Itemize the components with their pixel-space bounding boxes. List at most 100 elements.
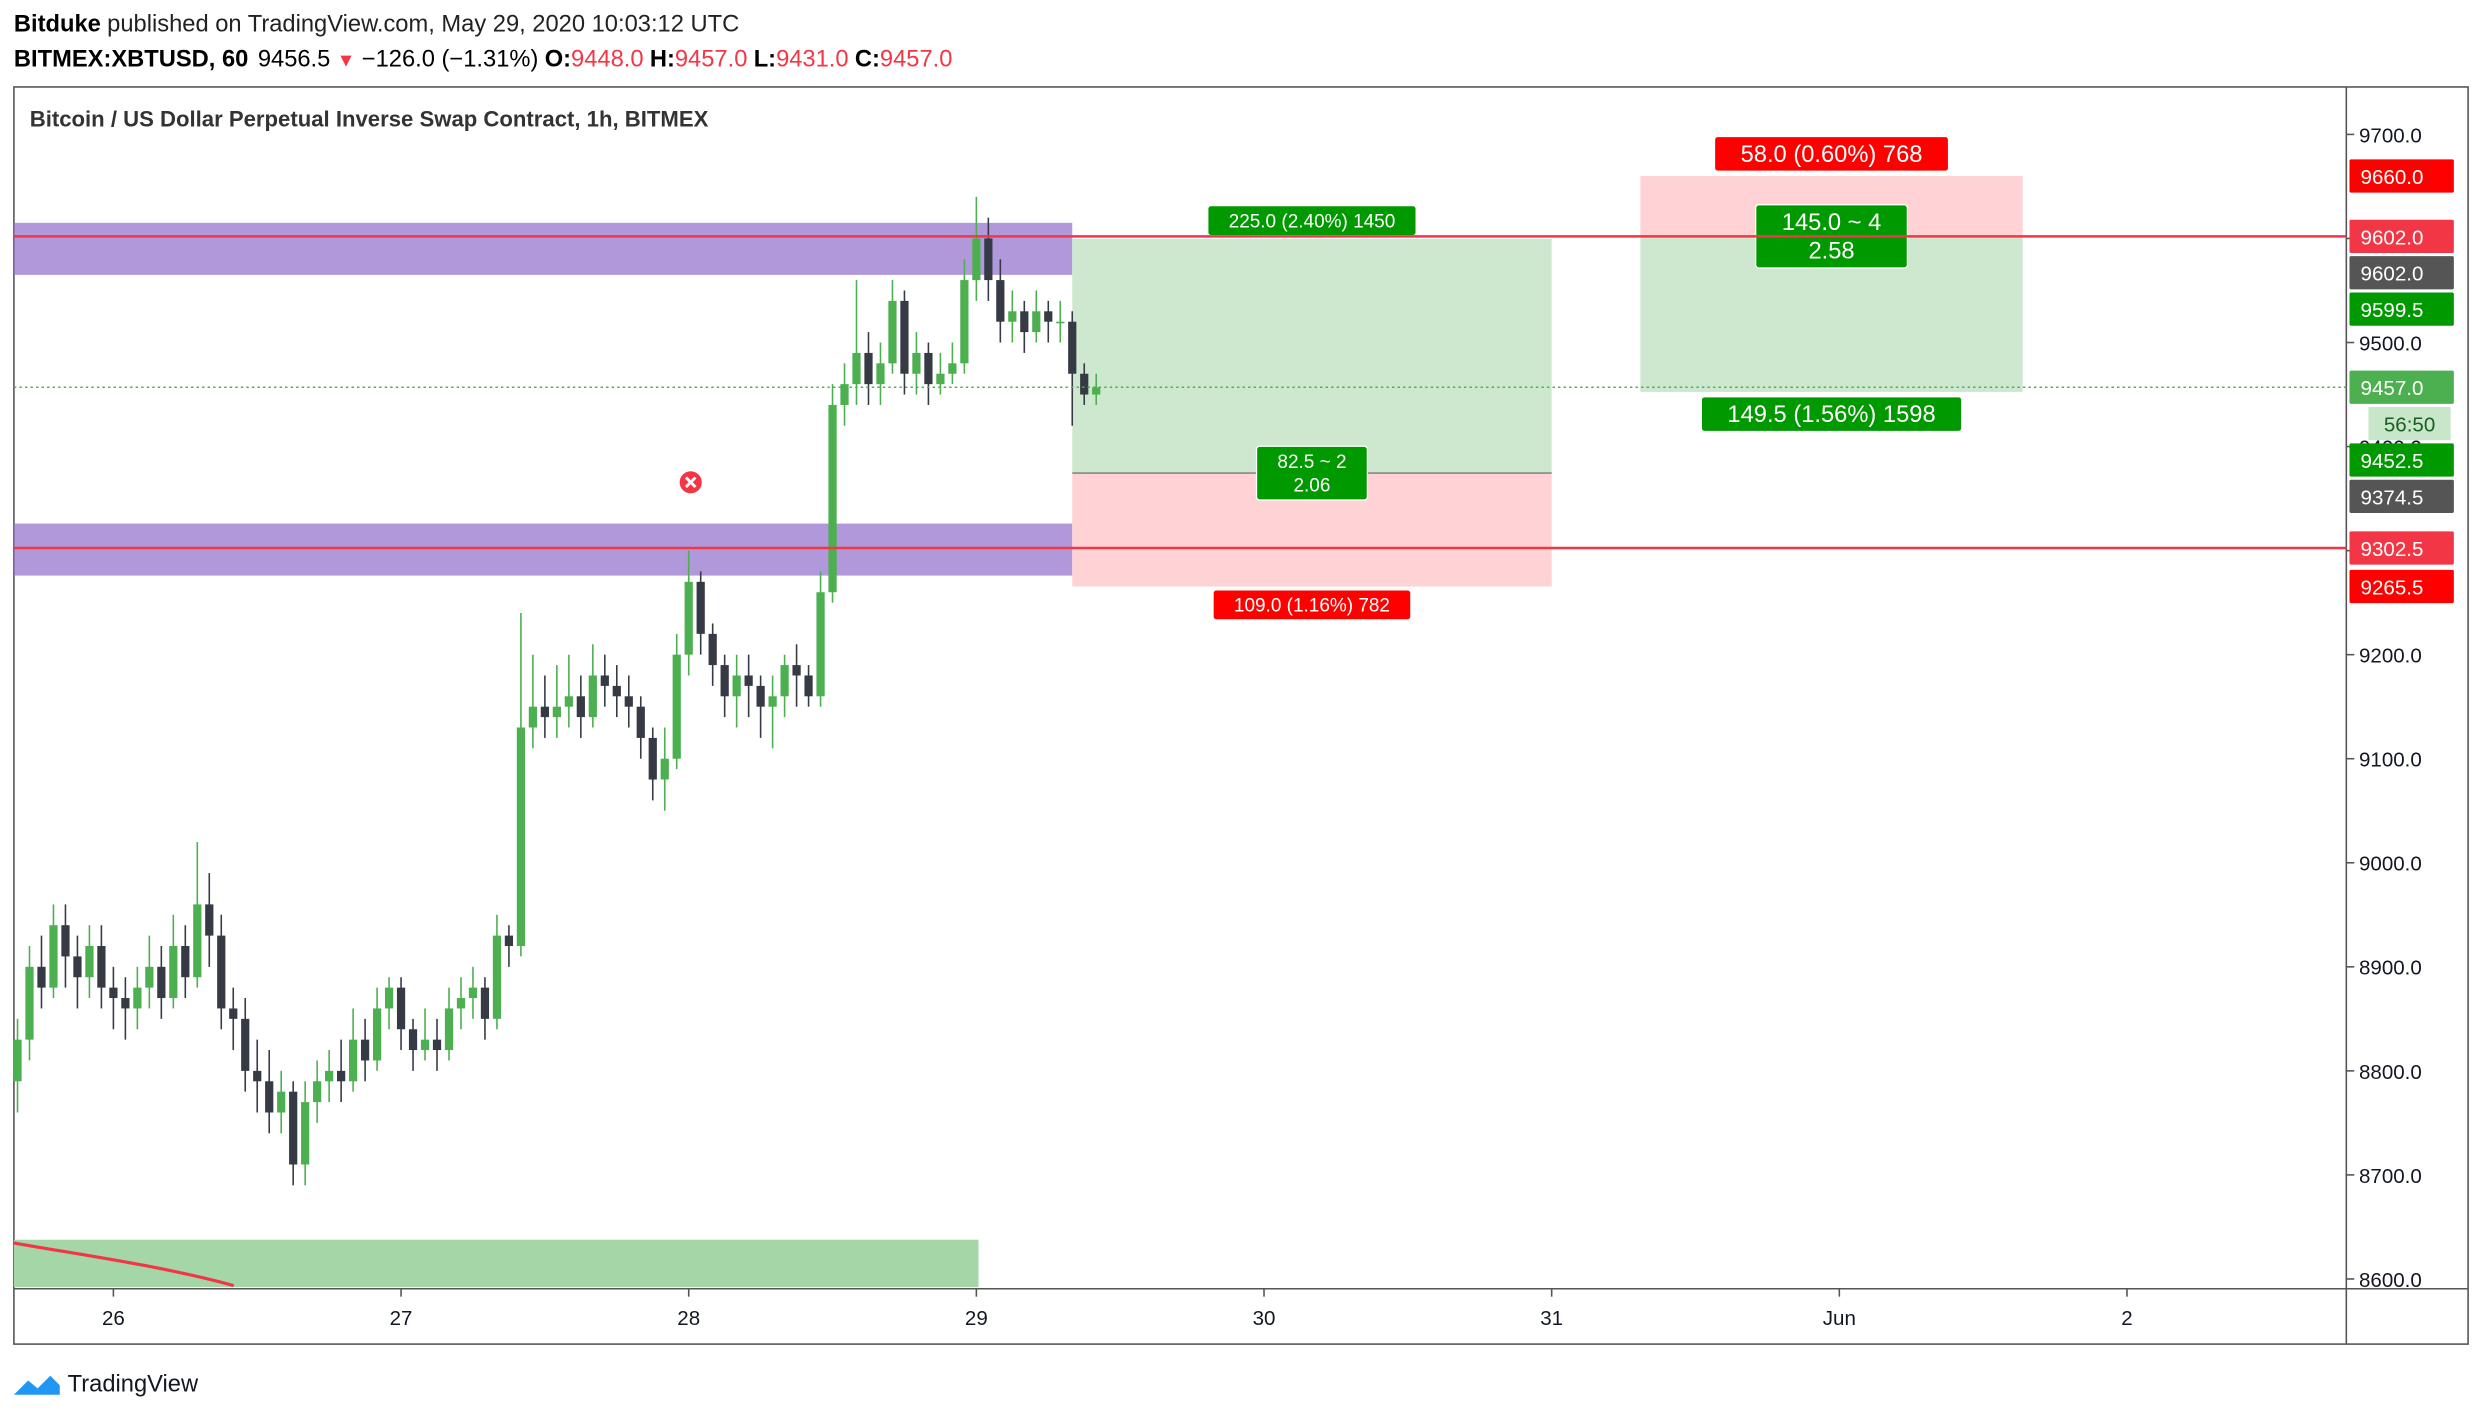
- chart-title: Bitcoin / US Dollar Perpetual Inverse Sw…: [30, 107, 709, 132]
- candle-body: [289, 1091, 298, 1165]
- ohlc-value: 9457.0: [880, 46, 952, 72]
- alert-icon[interactable]: [679, 471, 702, 494]
- price-label: 9265.5: [2361, 576, 2424, 599]
- candle-body: [828, 404, 837, 593]
- candle-body: [97, 946, 106, 988]
- candle-body: [768, 696, 777, 707]
- position-label: 225.0 (2.40%) 1450: [1207, 204, 1417, 237]
- candle-body: [1008, 311, 1017, 322]
- candle-body: [912, 352, 921, 374]
- candles: [13, 196, 1101, 1186]
- candle-body: [181, 946, 190, 978]
- candle-body: [972, 238, 981, 281]
- label-text: 109.0 (1.16%) 782: [1234, 596, 1390, 617]
- label-text: 82.5 ~ 2: [1277, 452, 1346, 473]
- candle-body: [840, 384, 849, 405]
- candle-body: [253, 1070, 262, 1082]
- candle-body: [169, 946, 178, 999]
- candle-body: [720, 665, 729, 697]
- candle-body: [1032, 311, 1041, 333]
- label-box: [1713, 135, 1950, 172]
- candle-body: [504, 935, 514, 947]
- drawings: [13, 176, 2023, 587]
- profit-zone: [1072, 238, 1552, 474]
- candle-body: [672, 654, 681, 759]
- x-tick-label: 27: [390, 1307, 413, 1330]
- candle-body: [624, 696, 633, 707]
- candle-body: [612, 685, 621, 697]
- position-label: 109.0 (1.16%) 782: [1212, 589, 1412, 621]
- countdown-box: [2368, 407, 2451, 441]
- candle-body: [648, 737, 657, 780]
- candle-body: [804, 675, 813, 697]
- candle-body: [636, 706, 645, 738]
- candle-body: [121, 998, 130, 1009]
- candle-body: [492, 935, 502, 1019]
- countdown: 56:50: [2384, 414, 2435, 437]
- candle-body: [193, 904, 202, 978]
- label-text: 149.5 (1.56%) 1598: [1727, 402, 1935, 428]
- labels: 8600.0 8700.0 8800.0 8900.0 9000.0 9100.0 9200…: [13, 124, 2454, 1330]
- y-tick-label: 9200.0: [2359, 645, 2422, 668]
- price-label: 9302.5: [2361, 538, 2424, 561]
- price-label: 9602.0: [2361, 263, 2424, 286]
- price-label: 9602.0: [2361, 226, 2424, 249]
- x-tick-label: 29: [965, 1307, 988, 1330]
- candle-body: [876, 363, 885, 385]
- indicator-line: [13, 1241, 235, 1288]
- zone: [13, 222, 1073, 275]
- brand: TradingView: [68, 1372, 199, 1398]
- candle-body: [936, 373, 945, 385]
- candle-body: [684, 581, 693, 655]
- ticker-line: BITMEX:XBTUSD, 60 9456.5 ▼ −126.0 (−1.31%) O…: [14, 46, 953, 72]
- candle-body: [540, 706, 549, 718]
- candle-body: [1068, 321, 1077, 374]
- ohlc-value: 9457.0: [675, 46, 748, 72]
- candle-body: [816, 592, 825, 697]
- candle-body: [576, 696, 585, 718]
- candle-body: [588, 675, 597, 718]
- ohlc-key: L:: [754, 46, 776, 72]
- candle-body: [205, 904, 214, 936]
- candle-body: [145, 966, 154, 988]
- price-label: 9374.5: [2361, 486, 2424, 509]
- price-label-box: [2349, 370, 2454, 404]
- candle-body: [396, 987, 406, 1030]
- candle-body: [516, 727, 526, 947]
- candle-body: [157, 966, 166, 999]
- candle-body: [241, 1018, 250, 1071]
- candle-body: [924, 352, 933, 385]
- position-label: 149.5 (1.56%) 1598: [1700, 396, 1963, 433]
- candle-body: [564, 696, 573, 707]
- price-label: 9660.0: [2361, 166, 2424, 189]
- x-tick-label: Jun: [1823, 1307, 1856, 1330]
- candle-body: [313, 1081, 322, 1103]
- candle-body: [708, 633, 717, 666]
- label-text: 2.58: [1808, 239, 1854, 265]
- candle-body: [660, 758, 669, 780]
- candle-body: [61, 925, 70, 957]
- candle-body: [528, 706, 538, 728]
- label-text: 225.0 (2.40%) 1450: [1229, 211, 1396, 232]
- published: published on TradingView.com, May 29, 20…: [107, 12, 739, 38]
- y-tick-label: 8800.0: [2359, 1061, 2422, 1084]
- label-text: 58.0 (0.60%) 768: [1741, 142, 1923, 168]
- candle-body: [217, 935, 226, 1009]
- candle-body: [37, 966, 46, 988]
- x-tick-label: 31: [1540, 1307, 1563, 1330]
- tradingview-logo[interactable]: TradingView: [13, 1372, 199, 1398]
- x-tick-label: 28: [677, 1307, 700, 1330]
- y-tick-label: 8700.0: [2359, 1165, 2422, 1188]
- candle-body: [996, 280, 1005, 322]
- candle-body: [480, 987, 490, 1019]
- ohlc-key: H:: [650, 46, 675, 72]
- candle-body: [1080, 373, 1089, 395]
- candle-body: [888, 300, 897, 364]
- candle-body: [277, 1091, 286, 1113]
- candle-body: [265, 1081, 274, 1113]
- symbol: BITMEX:XBTUSD, 60: [14, 46, 248, 72]
- y-tick-label: 9700.0: [2359, 124, 2422, 147]
- candle-body: [984, 238, 993, 281]
- author: Bitduke: [14, 12, 101, 38]
